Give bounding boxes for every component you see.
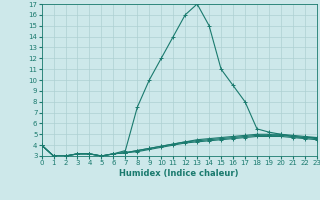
X-axis label: Humidex (Indice chaleur): Humidex (Indice chaleur) (119, 169, 239, 178)
